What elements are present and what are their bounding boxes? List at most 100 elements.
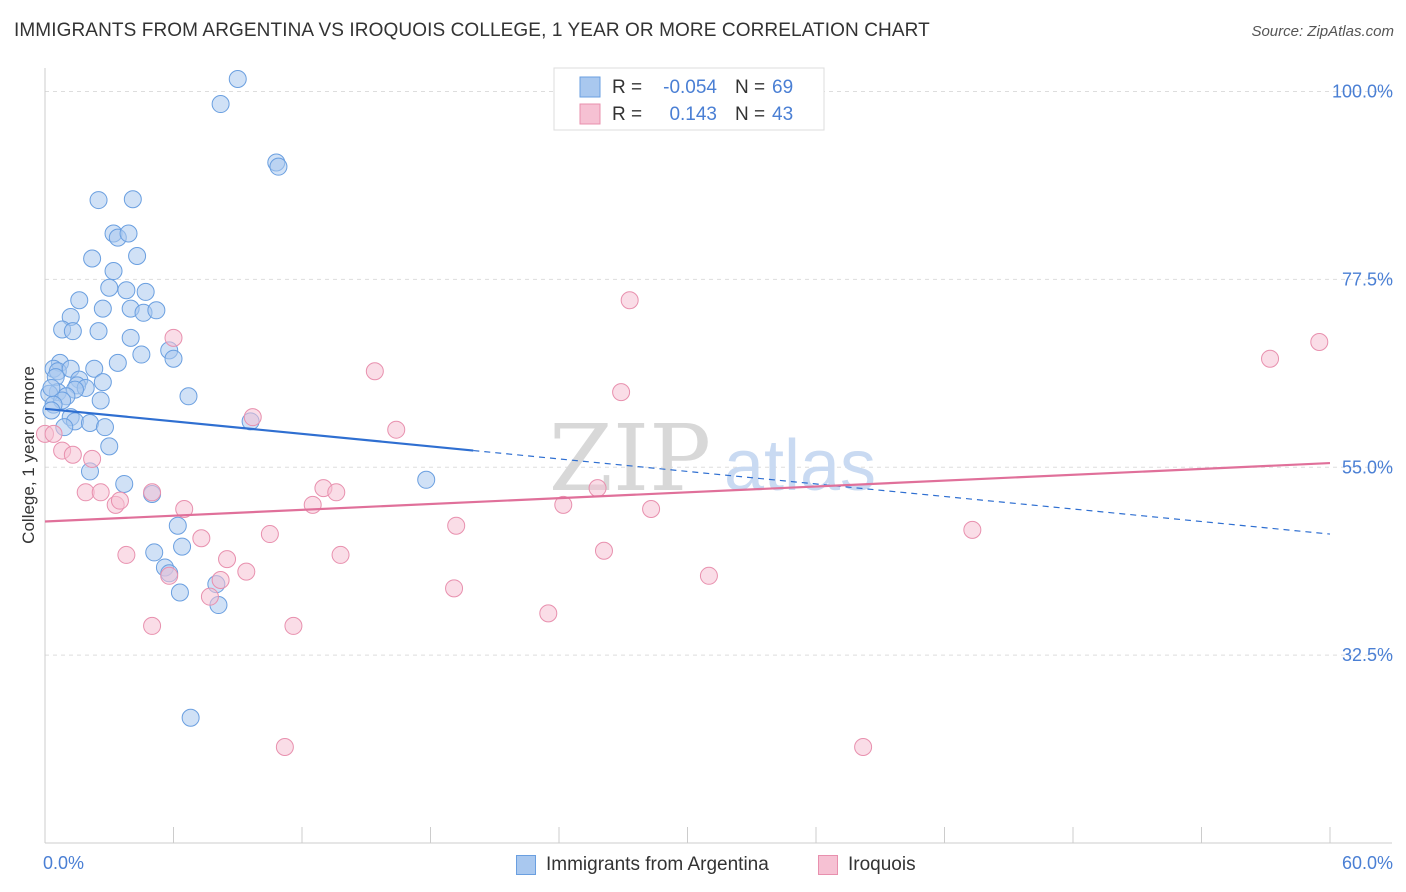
- y-axis-label: College, 1 year or more: [19, 366, 38, 544]
- legend-r-value-2: 0.143: [669, 104, 717, 125]
- argentina-point-12: [100, 278, 119, 297]
- argentina-point-8: [119, 224, 138, 243]
- iroquois-point-25: [554, 495, 573, 514]
- argentina-point-52: [95, 418, 114, 437]
- iroquois-point-9: [44, 424, 63, 443]
- iroquois-point-7: [387, 420, 406, 439]
- trend-lines: [44, 407, 1331, 535]
- iroquois-point-43: [854, 737, 873, 756]
- iroquois-point-27: [642, 500, 661, 519]
- argentina-point-54: [100, 437, 119, 456]
- legend-r-label-2: R =: [612, 104, 642, 125]
- legend-swatch-pink: [579, 103, 601, 125]
- argentina-point-36: [93, 373, 112, 392]
- legend-n-value-1: 69: [772, 77, 793, 98]
- argentina-point-59: [168, 516, 187, 535]
- argentina-trend-line: [44, 407, 474, 452]
- iroquois-point-33: [237, 562, 256, 581]
- iroquois-point-30: [218, 550, 237, 569]
- source-label: Source: ZipAtlas.com: [1251, 23, 1394, 40]
- iroquois-point-19: [192, 529, 211, 548]
- axes: [44, 68, 1392, 844]
- iroquois-point-2: [1261, 349, 1280, 368]
- iroquois-point-37: [445, 579, 464, 598]
- iroquois-point-5: [612, 383, 631, 402]
- argentina-point-67: [181, 708, 200, 727]
- iroquois-point-18: [175, 500, 194, 519]
- argentina-trend-line-dashed: [473, 449, 1331, 535]
- iroquois-trend-line: [44, 461, 1331, 523]
- x-tick-label-1: 60.0%: [1342, 853, 1393, 873]
- iroquois-point-26: [588, 479, 607, 498]
- legend-item-iroquois: Iroquois: [818, 852, 916, 878]
- iroquois-point-41: [284, 616, 303, 635]
- argentina-point-0: [228, 70, 247, 88]
- argentina-point-23: [89, 322, 108, 341]
- iroquois-point-40: [143, 616, 162, 635]
- argentina-point-56: [115, 474, 134, 493]
- iroquois-point-20: [260, 525, 279, 544]
- legend-swatch-argentina: [516, 855, 536, 875]
- iroquois-point-17: [143, 483, 162, 502]
- iroquois-point-36: [211, 570, 230, 589]
- iroquois-point-35: [699, 566, 718, 585]
- iroquois-point-23: [327, 483, 346, 502]
- iroquois-point-28: [963, 520, 982, 539]
- iroquois-point-34: [160, 566, 179, 585]
- argentina-point-9: [83, 249, 102, 268]
- iroquois-point-31: [331, 545, 350, 564]
- chart-title: IMMIGRANTS FROM ARGENTINA VS IROQUOIS CO…: [14, 20, 930, 41]
- iroquois-point-4: [365, 362, 384, 381]
- legend-bottom: Immigrants from Argentina Iroquois: [0, 850, 1406, 880]
- legend-n-label-2: N =: [735, 104, 765, 125]
- argentina-point-19: [147, 301, 166, 320]
- legend-swatch-blue: [579, 76, 601, 98]
- legend-r-value-1: -0.054: [663, 77, 717, 98]
- iroquois-point-38: [539, 604, 558, 623]
- iroquois-point-42: [275, 737, 294, 756]
- x-tick-label-0: 0.0%: [43, 853, 84, 873]
- argentina-point-45: [91, 391, 110, 410]
- legend-top: R = -0.054 N = 69 R = 0.143 N = 43: [553, 67, 825, 131]
- iroquois-point-3: [164, 328, 183, 347]
- legend-swatch-iroquois: [818, 855, 838, 875]
- argentina-point-3: [269, 157, 288, 176]
- iroquois-point-16: [110, 491, 129, 510]
- iroquois-point-13: [76, 483, 95, 502]
- argentina-point-60: [173, 537, 192, 556]
- legend-label-argentina: Immigrants from Argentina: [546, 854, 769, 875]
- legend-label-iroquois: Iroquois: [848, 854, 916, 875]
- argentina-point-65: [170, 583, 189, 602]
- legend-n-label-1: N =: [735, 77, 765, 98]
- iroquois-point-29: [117, 545, 136, 564]
- legend-item-argentina: Immigrants from Argentina: [516, 852, 769, 878]
- argentina-point-61: [145, 543, 164, 562]
- argentina-point-27: [164, 349, 183, 368]
- argentina-point-57: [417, 470, 436, 489]
- iroquois-point-6: [243, 408, 262, 427]
- argentina-point-68: [42, 378, 61, 397]
- argentina-point-14: [136, 282, 155, 301]
- iroquois-point-21: [303, 495, 322, 514]
- argentina-point-33: [85, 359, 104, 378]
- watermark-atlas: atlas: [724, 426, 876, 506]
- tick-labels: 100.0% 77.5% 55.0% 32.5% 0.0% 60.0%: [43, 82, 1393, 873]
- iroquois-point-11: [63, 445, 82, 464]
- argentina-point-16: [93, 299, 112, 318]
- argentina-point-5: [123, 190, 142, 209]
- argentina-point-50: [80, 414, 99, 433]
- iroquois-point-12: [83, 449, 102, 468]
- argentina-point-22: [63, 322, 82, 341]
- argentina-point-1: [211, 95, 230, 114]
- legend-n-value-2: 43: [772, 104, 793, 125]
- iroquois-point-32: [594, 541, 613, 560]
- iroquois-point-14: [91, 483, 110, 502]
- argentina-point-4: [89, 191, 108, 210]
- y-tick-label-0: 100.0%: [1332, 82, 1393, 102]
- argentina-point-44: [179, 387, 198, 406]
- argentina-point-15: [70, 291, 89, 310]
- iroquois-point-39: [200, 587, 219, 606]
- argentina-point-13: [117, 281, 136, 300]
- data-points: [36, 70, 1329, 756]
